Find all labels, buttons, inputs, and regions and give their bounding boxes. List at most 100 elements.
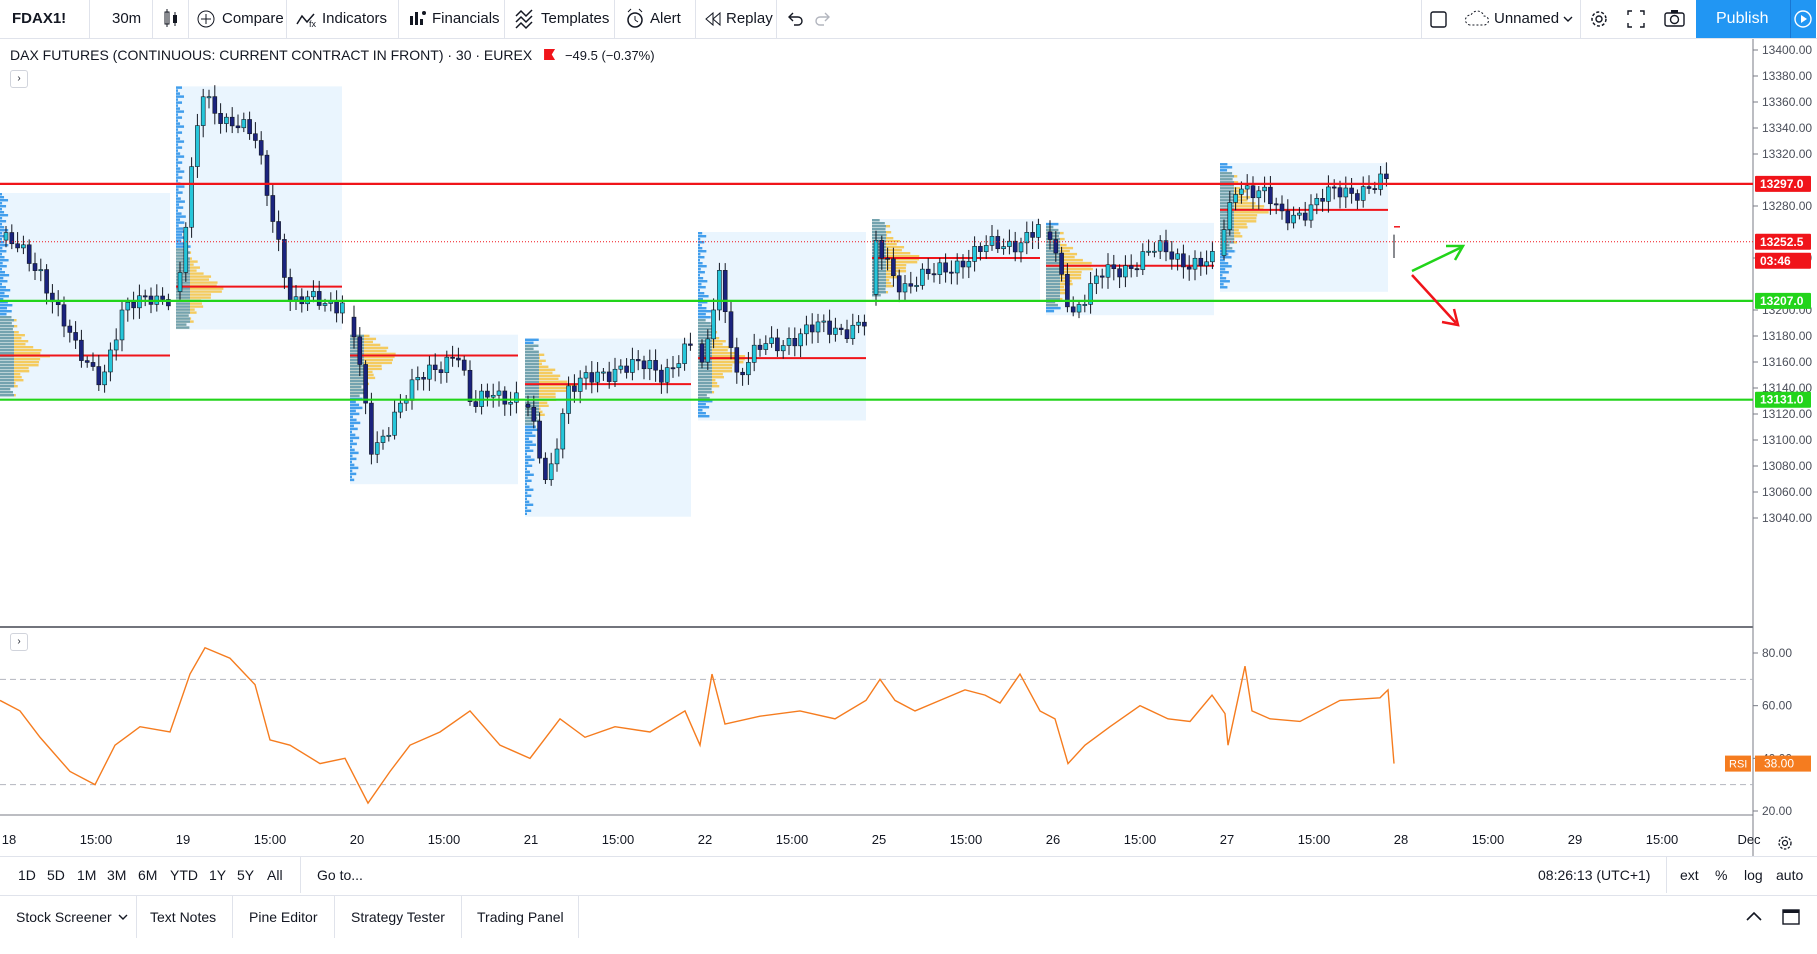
- profile-bar-core: [1046, 276, 1060, 280]
- profile-bar-core: [350, 346, 364, 350]
- profile-bar-core: [698, 313, 706, 316]
- profile-bar-core: [176, 290, 190, 293]
- indicators-button[interactable]: Indicators: [322, 10, 388, 27]
- candle-body: [415, 377, 421, 381]
- profile-bar-core: [698, 343, 712, 346]
- tab-pine-editor[interactable]: Pine Editor: [249, 909, 318, 925]
- profile-bar-core: [1220, 175, 1234, 178]
- profile-bar-core: [176, 149, 178, 152]
- candle-body: [734, 347, 740, 373]
- profile-bar-core: [176, 92, 181, 95]
- range-all[interactable]: All: [267, 867, 283, 883]
- profile-bar-core: [0, 385, 14, 388]
- range-1d[interactable]: 1D: [18, 867, 36, 883]
- range-6m[interactable]: 6M: [138, 867, 158, 883]
- candle-body: [177, 272, 183, 292]
- tab-stock-screener[interactable]: Stock Screener: [16, 909, 112, 925]
- range-5d[interactable]: 5D: [47, 867, 65, 883]
- publish-button[interactable]: Publish: [1696, 0, 1816, 38]
- clock-display[interactable]: 08:26:13 (UTC+1): [1538, 867, 1651, 883]
- layout-name-button[interactable]: Unnamed: [1494, 10, 1560, 27]
- interval-button[interactable]: 30m: [112, 10, 142, 27]
- profile-bar-core: [1046, 249, 1060, 253]
- profile-bar-core: [350, 364, 364, 368]
- profile-bar-core: [350, 352, 364, 356]
- profile-bar-core: [1220, 226, 1234, 229]
- profile-bar-core: [176, 173, 179, 176]
- green-arrow-drawing[interactable]: [1411, 244, 1466, 273]
- profile-bar-core: [1220, 211, 1234, 214]
- cloud-icon[interactable]: [1464, 0, 1490, 38]
- camera-icon[interactable]: [1664, 0, 1686, 38]
- play-circle-icon[interactable]: [1790, 0, 1813, 38]
- flag-icon[interactable]: [544, 49, 556, 60]
- profile-bar-core: [350, 337, 364, 341]
- profile-bar-core: [176, 170, 185, 173]
- alert-clock-icon[interactable]: [624, 0, 646, 38]
- chart-area[interactable]: 13400.00 13380.00 13360.00 13340.00 13320.00…: [0, 39, 1817, 856]
- profile-bar: [1046, 276, 1082, 280]
- profile-bar-core: [1046, 285, 1060, 289]
- candle-body: [1111, 264, 1117, 270]
- expand-legend-button[interactable]: ›: [10, 70, 28, 88]
- tab-strategy-tester[interactable]: Strategy Tester: [351, 909, 445, 925]
- candles-icon[interactable]: [162, 0, 180, 38]
- templates-button[interactable]: Templates: [541, 10, 610, 27]
- candle-body: [1343, 187, 1349, 198]
- candle-body: [548, 463, 554, 481]
- redo-icon[interactable]: [814, 0, 832, 38]
- auto-toggle[interactable]: auto: [1776, 867, 1804, 883]
- tab-trading-panel[interactable]: Trading Panel: [477, 909, 564, 925]
- fullscreen-icon[interactable]: [1626, 0, 1646, 38]
- compare-button[interactable]: Compare: [222, 10, 284, 27]
- profile-bar-core: [0, 220, 7, 223]
- candle-body: [287, 277, 293, 301]
- profile-bar-core: [0, 283, 2, 286]
- maximize-panel-icon[interactable]: [1780, 896, 1804, 938]
- range-5y[interactable]: 5Y: [237, 867, 255, 883]
- red-arrow-drawing[interactable]: [1411, 274, 1460, 327]
- profile-bar-core: [872, 264, 886, 267]
- financials-icon[interactable]: [408, 0, 428, 38]
- percent-toggle[interactable]: %: [1715, 867, 1728, 883]
- profile-bar-core: [0, 256, 5, 259]
- gear-icon[interactable]: [1588, 0, 1610, 38]
- range-1m[interactable]: 1M: [77, 867, 97, 883]
- checkbox-square-icon[interactable]: [1430, 0, 1448, 38]
- alert-button[interactable]: Alert: [650, 10, 681, 27]
- chevron-down-icon[interactable]: [1562, 0, 1574, 38]
- profile-bar-core: [176, 215, 186, 218]
- range-ytd[interactable]: YTD: [170, 867, 198, 883]
- profile-bar-core: [176, 230, 188, 233]
- candle-body: [531, 407, 537, 422]
- log-toggle[interactable]: log: [1744, 867, 1763, 883]
- profile-bar-core: [698, 325, 712, 328]
- candle-body: [258, 140, 264, 156]
- indicators-icon[interactable]: fx: [296, 0, 318, 38]
- candle-body: [960, 260, 966, 268]
- profile-bar-core: [525, 482, 527, 485]
- range-3m[interactable]: 3M: [107, 867, 127, 883]
- goto-button[interactable]: Go to...: [317, 867, 363, 883]
- ext-toggle[interactable]: ext: [1680, 867, 1699, 883]
- chevron-up-icon[interactable]: [1744, 896, 1764, 938]
- financials-button[interactable]: Financials: [432, 10, 500, 27]
- compare-plus-icon[interactable]: [196, 0, 218, 38]
- candle-body: [38, 269, 44, 272]
- tab-text-notes[interactable]: Text Notes: [150, 909, 217, 925]
- replay-button[interactable]: Replay: [726, 10, 773, 27]
- profile-bar-core: [698, 376, 712, 379]
- chart-canvas[interactable]: 13400.00 13380.00 13360.00 13340.00 13320.00…: [0, 39, 1817, 856]
- profile-bar-core: [872, 279, 886, 282]
- templates-icon[interactable]: [514, 0, 536, 38]
- range-1y[interactable]: 1Y: [209, 867, 227, 883]
- symbol-search[interactable]: FDAX1!: [12, 10, 67, 27]
- profile-bar-core: [0, 343, 14, 346]
- profile-bar-core: [350, 376, 364, 380]
- expand-rsi-legend-button[interactable]: ›: [10, 633, 28, 651]
- undo-icon[interactable]: [786, 0, 804, 38]
- profile-bar: [350, 349, 387, 353]
- chevron-down-icon[interactable]: [117, 896, 129, 938]
- replay-icon[interactable]: [705, 0, 723, 38]
- profile-bar-core: [350, 460, 352, 464]
